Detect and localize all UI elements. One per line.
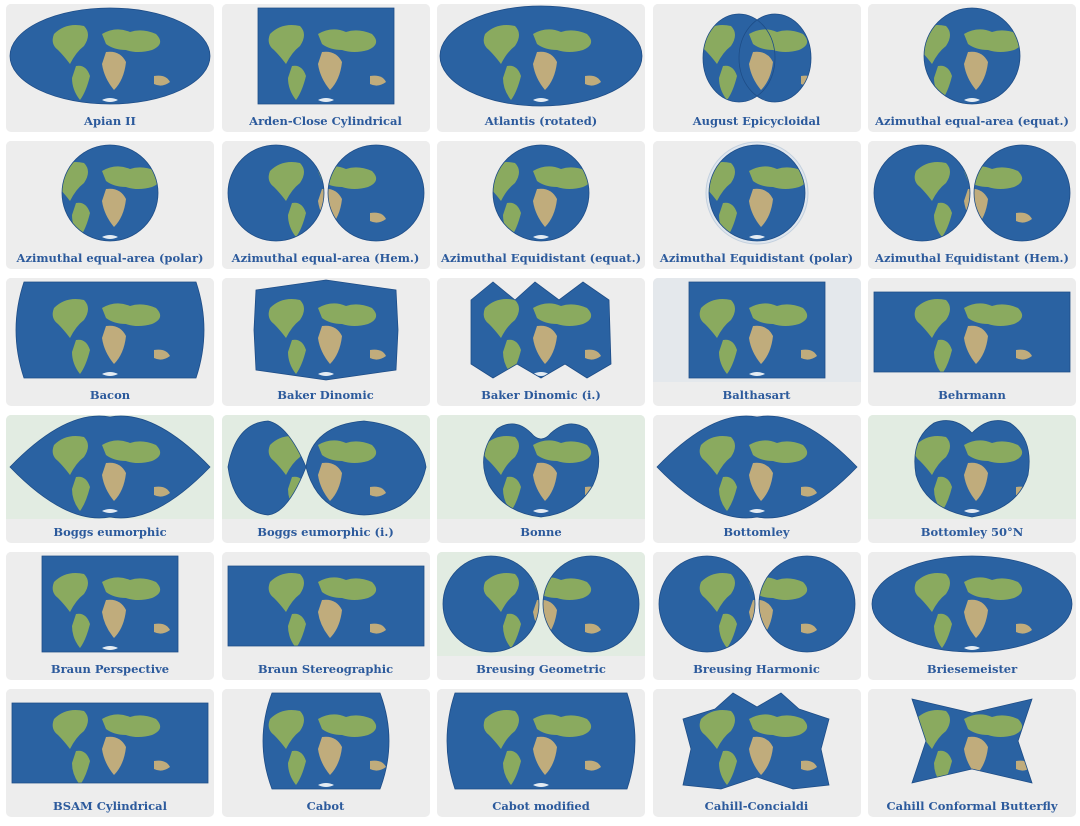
projection-card[interactable]: BSAM Cylindrical xyxy=(6,689,214,817)
projection-map-thumbnail xyxy=(652,415,861,519)
projection-card[interactable]: Azimuthal equal-area (equat.) xyxy=(868,4,1076,132)
projection-card[interactable]: Bonne xyxy=(437,415,645,543)
projection-map-thumbnail xyxy=(437,4,645,108)
projection-map-thumbnail xyxy=(221,141,430,245)
projection-name[interactable]: Azimuthal Equidistant (Hem.) xyxy=(875,251,1069,265)
projection-name[interactable]: Azimuthal Equidistant (polar) xyxy=(659,251,854,265)
projection-name[interactable]: Balthasart xyxy=(722,388,791,402)
projection-card[interactable]: Balthasart xyxy=(652,278,861,406)
projection-map-thumbnail xyxy=(6,689,214,793)
projection-map-thumbnail xyxy=(437,141,645,245)
projection-name[interactable]: August Epicycloidal xyxy=(692,114,821,128)
projection-card[interactable]: Azimuthal Equidistant (Hem.) xyxy=(868,141,1076,269)
projection-name[interactable]: Baker Dinomic xyxy=(277,388,374,402)
projection-card[interactable]: Azimuthal equal-area (Hem.) xyxy=(221,141,430,269)
projection-name[interactable]: Atlantis (rotated) xyxy=(484,114,598,128)
projection-name[interactable]: Breusing Geometric xyxy=(476,662,606,676)
projection-name[interactable]: Cahill Conformal Butterfly xyxy=(886,799,1058,813)
projection-card[interactable]: Briesemeister xyxy=(868,552,1076,680)
projection-map-thumbnail xyxy=(868,552,1076,656)
projection-name[interactable]: Apian II xyxy=(84,114,136,128)
projection-name[interactable]: Bacon xyxy=(89,388,131,402)
projection-name[interactable]: Cabot modified xyxy=(492,799,590,813)
projection-map-thumbnail xyxy=(868,4,1076,108)
projection-map-thumbnail xyxy=(868,415,1076,519)
projection-map-thumbnail xyxy=(221,415,430,519)
projection-map-thumbnail xyxy=(221,689,430,793)
projection-map-thumbnail xyxy=(437,552,645,656)
projection-card[interactable]: Breusing Harmonic xyxy=(652,552,861,680)
projection-name[interactable]: Baker Dinomic (i.) xyxy=(481,388,601,402)
projection-map-thumbnail xyxy=(437,278,645,382)
projection-card[interactable]: Cahill-Concialdi xyxy=(652,689,861,817)
projection-name[interactable]: Briesemeister xyxy=(926,662,1018,676)
projection-card[interactable]: Bottomley xyxy=(652,415,861,543)
projection-card[interactable]: Azimuthal equal-area (polar) xyxy=(6,141,214,269)
projection-card[interactable]: Bacon xyxy=(6,278,214,406)
projection-card[interactable]: Atlantis (rotated) xyxy=(437,4,645,132)
projection-card[interactable]: Behrmann xyxy=(868,278,1076,406)
projection-map-thumbnail xyxy=(868,689,1076,793)
projection-map-thumbnail xyxy=(652,278,861,382)
projection-name[interactable]: Azimuthal equal-area (Hem.) xyxy=(231,251,420,265)
projection-name[interactable]: Braun Stereographic xyxy=(257,662,394,676)
projection-card[interactable]: Braun Perspective xyxy=(6,552,214,680)
projection-card[interactable]: Azimuthal Equidistant (equat.) xyxy=(437,141,645,269)
projection-map-thumbnail xyxy=(221,552,430,656)
projection-card[interactable]: August Epicycloidal xyxy=(652,4,861,132)
projection-name[interactable]: BSAM Cylindrical xyxy=(53,799,167,813)
projection-name[interactable]: Cabot xyxy=(306,799,345,813)
projection-map-thumbnail xyxy=(868,141,1076,245)
projection-name[interactable]: Bonne xyxy=(520,525,562,539)
projection-card[interactable]: Cabot xyxy=(221,689,430,817)
projection-map-thumbnail xyxy=(652,552,861,656)
projection-name[interactable]: Azimuthal equal-area (equat.) xyxy=(875,114,1069,128)
projection-name[interactable]: Braun Perspective xyxy=(50,662,170,676)
projection-map-thumbnail xyxy=(437,689,645,793)
projection-name[interactable]: Behrmann xyxy=(938,388,1006,402)
projection-card[interactable]: Boggs eumorphic (i.) xyxy=(221,415,430,543)
projection-card[interactable]: Cahill Conformal Butterfly xyxy=(868,689,1076,817)
projection-card[interactable]: Azimuthal Equidistant (polar) xyxy=(652,141,861,269)
projection-name[interactable]: Arden-Close Cylindrical xyxy=(249,114,402,128)
projection-map-thumbnail xyxy=(6,415,214,519)
projection-map-thumbnail xyxy=(6,141,214,245)
projection-card[interactable]: Bottomley 50°N xyxy=(868,415,1076,543)
projection-card[interactable]: Braun Stereographic xyxy=(221,552,430,680)
projection-name[interactable]: Bottomley xyxy=(723,525,790,539)
projection-name[interactable]: Breusing Harmonic xyxy=(693,662,820,676)
projection-map-thumbnail xyxy=(6,278,214,382)
projection-map-thumbnail xyxy=(437,415,645,519)
projection-map-thumbnail xyxy=(652,141,861,245)
projection-map-thumbnail xyxy=(652,4,861,108)
projection-card[interactable]: Apian II xyxy=(6,4,214,132)
projection-card[interactable]: Cabot modified xyxy=(437,689,645,817)
projection-map-thumbnail xyxy=(868,278,1076,382)
projection-card[interactable]: Baker Dinomic xyxy=(221,278,430,406)
projection-map-thumbnail xyxy=(221,4,430,108)
projection-name[interactable]: Azimuthal equal-area (polar) xyxy=(16,251,204,265)
projection-name[interactable]: Boggs eumorphic (i.) xyxy=(257,525,394,539)
projection-map-thumbnail xyxy=(652,689,861,793)
projection-map-thumbnail xyxy=(6,552,214,656)
projection-map-thumbnail xyxy=(6,4,214,108)
projection-name[interactable]: Boggs eumorphic xyxy=(53,525,167,539)
projection-name[interactable]: Bottomley 50°N xyxy=(920,525,1024,539)
projection-name[interactable]: Cahill-Concialdi xyxy=(704,799,809,813)
projection-gallery: Apian II Arden-Close Cylindrical Atlantis … xyxy=(6,4,1076,817)
projection-card[interactable]: Baker Dinomic (i.) xyxy=(437,278,645,406)
projection-card[interactable]: Breusing Geometric xyxy=(437,552,645,680)
projection-name[interactable]: Azimuthal Equidistant (equat.) xyxy=(440,251,642,265)
projection-map-thumbnail xyxy=(221,278,430,382)
projection-card[interactable]: Boggs eumorphic xyxy=(6,415,214,543)
projection-card[interactable]: Arden-Close Cylindrical xyxy=(221,4,430,132)
